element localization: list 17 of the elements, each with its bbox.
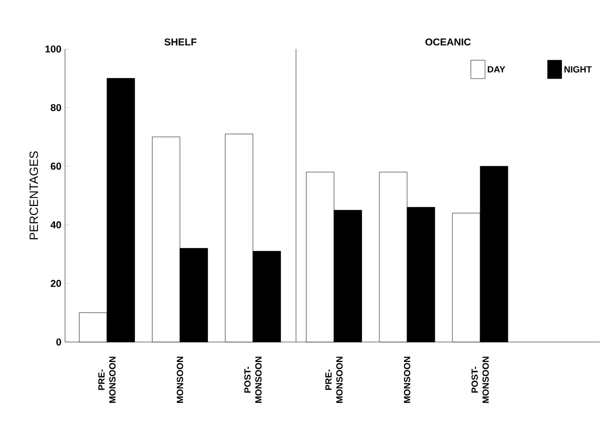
chart-title: OCEANIC (425, 38, 471, 46)
legend-label: NIGHT (564, 66, 592, 73)
y-tick-label: 60 (50, 162, 62, 170)
x-tick-label: PRE- MONSOON (325, 356, 343, 403)
x-tick-label: POST- MONSOON (472, 356, 489, 403)
chart-title: SHELF (164, 38, 196, 46)
x-tick-label: PRE- MONSOON (98, 356, 116, 403)
legend-label: DAY (488, 66, 506, 72)
y-tick-label: 0 (56, 338, 62, 346)
y-axis-title: PERCENTAGES (30, 151, 38, 240)
x-tick-label: MONSOON (176, 356, 184, 403)
x-tick-label: MONSOON (404, 356, 410, 403)
x-tick-label: POST- MONSOON (244, 356, 262, 403)
y-tick-label: 100 (45, 45, 62, 53)
y-tick-label: 80 (50, 104, 62, 112)
y-tick-label: 20 (50, 280, 62, 287)
y-tick-label: 40 (50, 221, 62, 228)
